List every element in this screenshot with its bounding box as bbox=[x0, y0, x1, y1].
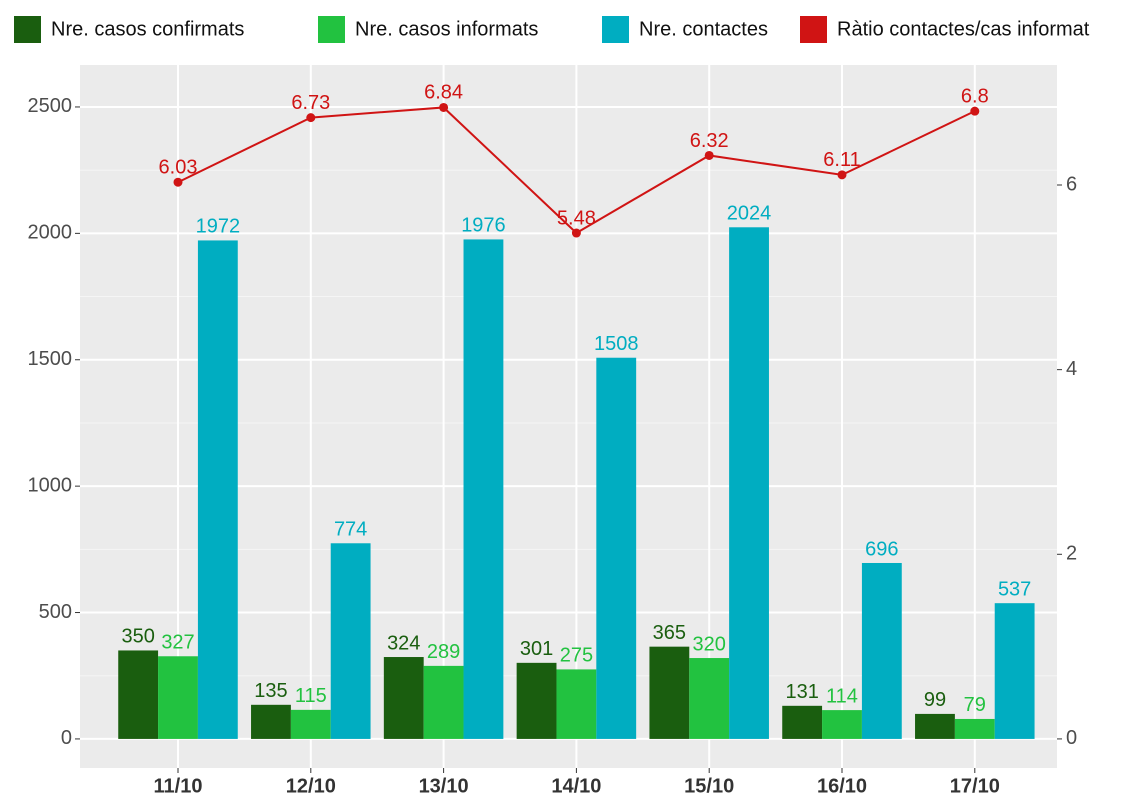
data-label: 1508 bbox=[594, 333, 639, 355]
bar bbox=[251, 704, 291, 739]
data-label: 5.48 bbox=[557, 207, 596, 229]
data-label: 114 bbox=[826, 685, 858, 707]
data-label: 320 bbox=[693, 633, 726, 655]
bar bbox=[463, 239, 504, 739]
bar bbox=[556, 669, 597, 739]
bar bbox=[649, 646, 690, 739]
data-label: 6.8 bbox=[961, 85, 989, 107]
data-label: 115 bbox=[295, 685, 327, 707]
bar bbox=[994, 603, 1035, 739]
bar bbox=[516, 662, 557, 739]
data-label: 131 bbox=[785, 681, 818, 703]
data-label: 6.11 bbox=[823, 149, 860, 171]
legend-label: Ràtio contactes/cas informat bbox=[837, 18, 1090, 40]
bar bbox=[954, 718, 995, 739]
data-label: 537 bbox=[998, 578, 1031, 600]
x-tick-label: 11/10 bbox=[154, 775, 203, 796]
data-label: 135 bbox=[254, 680, 287, 702]
legend-swatch bbox=[800, 16, 827, 43]
data-label: 289 bbox=[427, 641, 460, 663]
data-label: 774 bbox=[334, 519, 367, 541]
y-tick-label: 2500 bbox=[28, 95, 73, 117]
x-tick-label: 15/10 bbox=[684, 775, 734, 796]
data-label: 275 bbox=[560, 645, 593, 667]
y-tick-label: 500 bbox=[39, 601, 72, 623]
data-label: 2024 bbox=[727, 203, 772, 225]
bar bbox=[158, 656, 198, 739]
y-tick-label: 2000 bbox=[28, 222, 73, 244]
bar bbox=[290, 709, 331, 739]
y-tick-label: 1500 bbox=[28, 348, 73, 370]
point bbox=[439, 102, 449, 112]
legend-swatch bbox=[318, 16, 345, 43]
bar bbox=[915, 713, 955, 739]
x-tick-label: 17/10 bbox=[950, 775, 1000, 796]
data-label: 6.73 bbox=[291, 92, 330, 114]
y2-tick-label: 4 bbox=[1066, 358, 1077, 380]
y2-tick-label: 0 bbox=[1066, 727, 1077, 749]
y-tick-label: 1000 bbox=[28, 474, 73, 496]
legend-swatch bbox=[14, 16, 41, 43]
x-tick-label: 14/10 bbox=[551, 775, 601, 796]
x-tick-label: 13/10 bbox=[419, 775, 469, 796]
legend-label: Nre. casos informats bbox=[355, 18, 538, 40]
bar bbox=[383, 657, 424, 739]
legend-swatch bbox=[602, 16, 629, 43]
bar bbox=[729, 227, 769, 739]
data-label: 6.32 bbox=[690, 130, 729, 152]
x-tick-label: 16/10 bbox=[817, 775, 867, 796]
data-label: 324 bbox=[387, 632, 420, 654]
y-tick-label: 0 bbox=[61, 727, 72, 749]
data-label: 6.03 bbox=[159, 157, 198, 179]
legend-label: Nre. contactes bbox=[639, 18, 768, 40]
bar bbox=[118, 650, 159, 739]
bar bbox=[197, 240, 238, 739]
bar bbox=[689, 658, 730, 739]
point bbox=[704, 150, 714, 160]
bar bbox=[861, 562, 902, 739]
data-label: 365 bbox=[653, 622, 686, 644]
data-label: 1976 bbox=[461, 215, 506, 237]
point bbox=[306, 113, 316, 123]
x-tick-label: 12/10 bbox=[286, 775, 336, 796]
bar bbox=[782, 705, 823, 739]
bar bbox=[423, 665, 464, 739]
data-label: 79 bbox=[964, 694, 986, 716]
point bbox=[970, 106, 980, 116]
data-label: 6.84 bbox=[424, 82, 463, 104]
data-label: 327 bbox=[161, 632, 194, 654]
data-label: 301 bbox=[520, 638, 553, 660]
point bbox=[837, 170, 847, 180]
data-label: 350 bbox=[121, 626, 154, 648]
data-label: 99 bbox=[924, 689, 946, 711]
bar bbox=[330, 543, 371, 739]
legend-label: Nre. casos confirmats bbox=[51, 18, 244, 40]
data-label: 696 bbox=[865, 538, 898, 560]
y2-tick-label: 6 bbox=[1066, 173, 1077, 195]
bar bbox=[596, 357, 637, 739]
point bbox=[571, 228, 581, 238]
y2-tick-label: 2 bbox=[1066, 543, 1077, 565]
bar bbox=[822, 710, 862, 739]
data-label: 1972 bbox=[196, 216, 241, 238]
point bbox=[173, 177, 183, 187]
